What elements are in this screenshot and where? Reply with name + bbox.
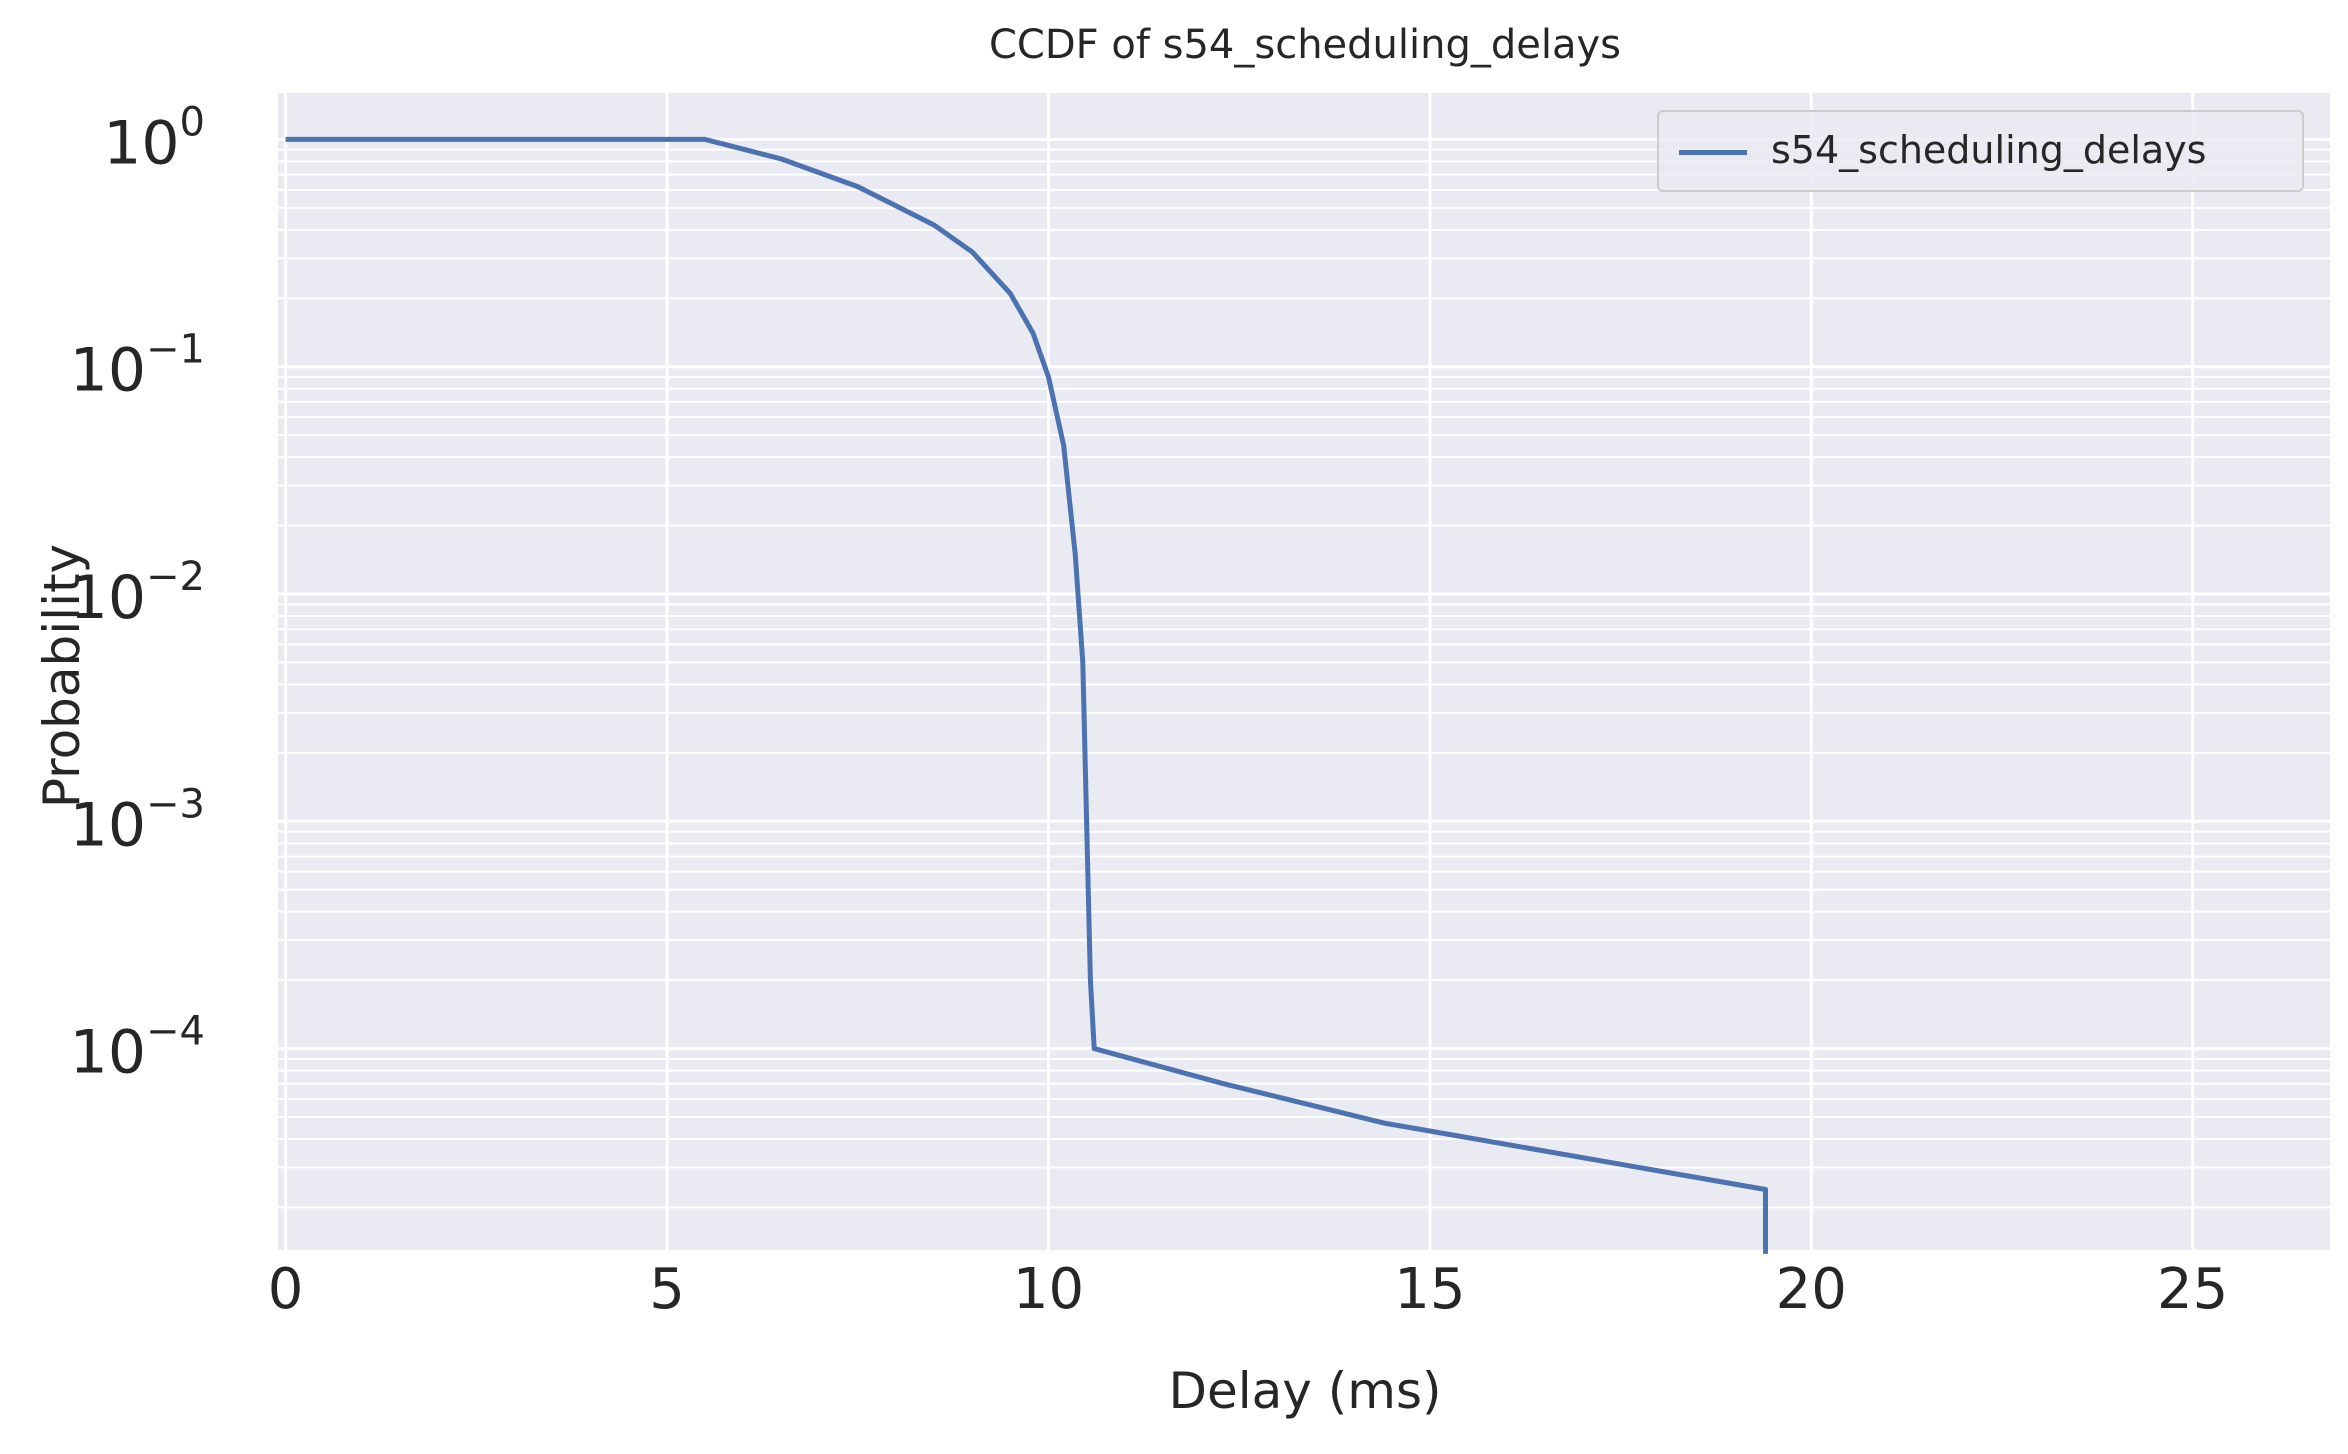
x-axis-label: Delay (ms): [1168, 1362, 1442, 1420]
x-tick-label: 0: [268, 1257, 304, 1322]
legend-label: s54_scheduling_delays: [1771, 128, 2207, 172]
y-tick-base: 10: [70, 563, 146, 633]
x-tick-label: 10: [1013, 1257, 1084, 1322]
y-tick-base: 10: [70, 336, 146, 406]
plot-area: [278, 93, 2330, 1250]
major-gridlines: [278, 93, 2330, 1250]
series-layer: [285, 136, 1768, 1254]
y-tick-label: 100: [103, 99, 205, 178]
y-tick-exponent: −2: [146, 554, 205, 600]
x-tick-label: 20: [1776, 1257, 1847, 1322]
y-tick-label: 10−1: [70, 327, 205, 406]
x-tick-labels: 0 5 10 15 20 25: [268, 1257, 2229, 1322]
chart-title: CCDF of s54_scheduling_delays: [988, 22, 1622, 68]
series-line: [285, 136, 1768, 1254]
x-tick-label: 5: [649, 1257, 685, 1322]
y-tick-exponent: −3: [146, 781, 205, 827]
y-tick-exponent: 0: [180, 99, 205, 145]
y-axis-label: Probability: [33, 543, 91, 809]
y-tick-exponent: −1: [146, 327, 205, 373]
y-tick-exponent: −4: [146, 1009, 205, 1055]
legend: s54_scheduling_delays: [1657, 110, 2304, 192]
x-tick-label: 15: [1394, 1257, 1465, 1322]
y-tick-base: 10: [70, 1018, 146, 1088]
minor-gridlines: [278, 148, 2330, 1209]
y-tick-base: 10: [103, 108, 179, 178]
x-tick-label: 25: [2157, 1257, 2228, 1322]
y-tick-base: 10: [70, 790, 146, 860]
legend-line-swatch: [1679, 150, 1747, 155]
y-tick-label: 10−4: [70, 1009, 205, 1088]
y-tick-label: 10−2: [70, 554, 205, 633]
y-tick-label: 10−3: [70, 781, 205, 860]
